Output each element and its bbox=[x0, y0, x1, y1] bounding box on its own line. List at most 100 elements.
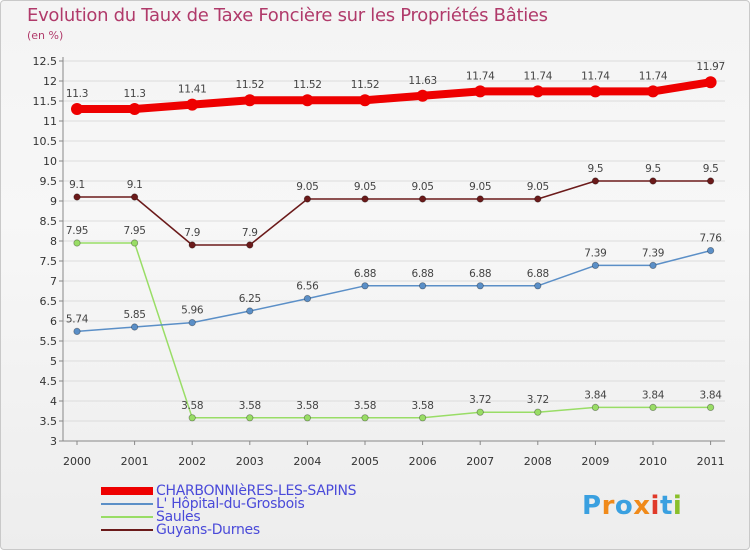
data-point-hopital bbox=[73, 327, 81, 335]
y-tick-label: 10.5 bbox=[33, 135, 58, 148]
data-label-guyans: 9.5 bbox=[645, 163, 661, 175]
proxiti-logo-letter: P bbox=[582, 491, 602, 521]
y-tick-label: 7.5 bbox=[40, 255, 58, 268]
data-point-saules bbox=[188, 414, 196, 422]
chart-unit-label: (en %) bbox=[27, 29, 64, 42]
data-point-charbonnieres bbox=[704, 76, 717, 89]
y-tick-label: 8 bbox=[50, 235, 57, 248]
proxiti-logo-letter: r bbox=[601, 491, 615, 521]
y-tick-label: 6 bbox=[50, 315, 57, 328]
data-point-saules bbox=[706, 403, 715, 411]
x-tick-label: 2002 bbox=[178, 455, 206, 468]
data-label-hopital: 5.96 bbox=[181, 305, 204, 317]
data-label-guyans: 9.1 bbox=[127, 179, 143, 191]
data-label-guyans: 9.5 bbox=[587, 163, 603, 175]
proxiti-logo: Proxiti bbox=[582, 491, 682, 521]
data-label-hopital: 6.25 bbox=[239, 293, 261, 305]
x-tick-label: 2004 bbox=[293, 455, 321, 468]
data-point-saules bbox=[73, 239, 81, 247]
y-tick-label: 12 bbox=[43, 75, 57, 88]
data-label-hopital: 5.85 bbox=[124, 309, 146, 321]
data-point-hopital bbox=[361, 282, 369, 290]
data-point-hopital bbox=[706, 247, 715, 255]
data-point-charbonnieres bbox=[128, 103, 141, 115]
data-point-saules bbox=[534, 408, 542, 416]
data-point-hopital bbox=[303, 294, 311, 303]
chart-title: Evolution du Taux de Taxe Foncière sur l… bbox=[27, 5, 548, 26]
data-label-hopital: 7.39 bbox=[584, 247, 606, 259]
data-label-hopital: 6.88 bbox=[527, 268, 549, 280]
data-point-guyans bbox=[649, 177, 657, 185]
series-line-hopital bbox=[76, 249, 712, 333]
y-tick-label: 11.5 bbox=[33, 95, 58, 108]
data-label-charbonnieres: 11.52 bbox=[293, 79, 322, 91]
data-label-charbonnieres: 11.52 bbox=[351, 79, 380, 91]
data-label-guyans: 9.5 bbox=[703, 163, 719, 175]
data-point-guyans bbox=[418, 195, 427, 203]
y-tick-label: 5.5 bbox=[40, 335, 58, 348]
data-point-guyans bbox=[131, 193, 139, 201]
data-label-charbonnieres: 11.41 bbox=[178, 84, 207, 96]
data-point-charbonnieres bbox=[589, 85, 602, 98]
data-point-guyans bbox=[73, 193, 81, 201]
data-label-charbonnieres: 11.52 bbox=[236, 79, 265, 91]
data-label-guyans: 9.05 bbox=[412, 181, 434, 193]
data-label-guyans: 9.1 bbox=[69, 179, 85, 191]
y-tick-label: 3 bbox=[50, 435, 57, 448]
proxiti-logo-letter: x bbox=[633, 491, 651, 521]
data-label-saules: 3.84 bbox=[642, 389, 665, 401]
y-tick-label: 4 bbox=[50, 395, 57, 408]
x-tick-label: 2003 bbox=[236, 455, 264, 468]
legend-swatch-saules bbox=[101, 516, 153, 518]
data-point-hopital bbox=[418, 282, 427, 290]
data-label-saules: 7.95 bbox=[124, 225, 146, 237]
data-label-saules: 3.84 bbox=[584, 389, 607, 401]
y-tick-label: 7 bbox=[50, 275, 57, 288]
y-tick-label: 4.5 bbox=[40, 375, 58, 388]
data-label-saules: 7.95 bbox=[66, 225, 88, 237]
data-point-hopital bbox=[188, 318, 196, 327]
x-tick-label: 2005 bbox=[351, 455, 379, 468]
legend-swatch-hopital bbox=[101, 503, 153, 505]
x-tick-label: 2006 bbox=[409, 455, 437, 468]
data-point-hopital bbox=[649, 261, 657, 269]
data-label-guyans: 7.9 bbox=[242, 227, 258, 239]
data-point-charbonnieres bbox=[71, 103, 83, 115]
data-label-hopital: 6.88 bbox=[469, 268, 491, 280]
y-tick-label: 5 bbox=[50, 355, 57, 368]
data-label-saules: 3.58 bbox=[354, 400, 376, 412]
data-point-hopital bbox=[246, 307, 254, 315]
data-point-hopital bbox=[591, 261, 600, 269]
data-point-saules bbox=[303, 414, 311, 422]
proxiti-logo-letter: t bbox=[659, 491, 673, 521]
data-label-guyans: 7.9 bbox=[184, 227, 200, 239]
data-point-hopital bbox=[476, 282, 484, 290]
data-label-saules: 3.58 bbox=[181, 400, 203, 412]
data-label-saules: 3.58 bbox=[239, 400, 261, 412]
data-point-charbonnieres bbox=[416, 89, 429, 102]
x-tick-label: 2008 bbox=[524, 455, 552, 468]
legend-label-guyans: Guyans-Durnes bbox=[156, 522, 260, 538]
data-point-charbonnieres bbox=[359, 94, 371, 107]
y-tick-label: 9.5 bbox=[40, 175, 58, 188]
data-point-saules bbox=[476, 408, 484, 416]
legend-label-charbonnieres: CHARBONNIèRES-LES-SAPINS bbox=[156, 483, 357, 499]
data-label-charbonnieres: 11.3 bbox=[124, 88, 146, 100]
data-label-guyans: 9.05 bbox=[296, 181, 318, 193]
data-point-saules bbox=[131, 239, 139, 247]
data-label-charbonnieres: 11.97 bbox=[696, 61, 725, 73]
data-point-saules bbox=[418, 414, 427, 422]
data-point-guyans bbox=[188, 241, 196, 249]
data-label-saules: 3.72 bbox=[469, 394, 491, 406]
data-label-hopital: 7.39 bbox=[642, 247, 664, 259]
y-tick-label: 3.5 bbox=[40, 415, 58, 428]
data-point-guyans bbox=[534, 195, 542, 203]
legend-swatch-charbonnieres bbox=[101, 487, 153, 495]
legend-label-saules: Saules bbox=[156, 509, 201, 525]
series-line-guyans bbox=[76, 180, 712, 246]
y-tick-label: 10 bbox=[43, 155, 57, 168]
data-label-guyans: 9.05 bbox=[354, 181, 376, 193]
data-point-charbonnieres bbox=[531, 85, 544, 98]
